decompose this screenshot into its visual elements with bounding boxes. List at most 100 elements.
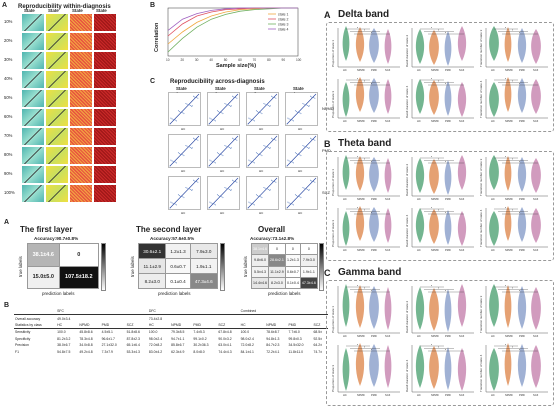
x-tick: 80 [267, 58, 271, 62]
violin-xlabel: PMD [445, 119, 451, 123]
table-row: Precision 38.0±6.7 34.0±8.8 27.1±32.0 65.1±6… [14, 342, 328, 348]
violin-xlabel: HC [491, 393, 495, 397]
cm-cell: 0.6±0.7 [284, 265, 301, 278]
violin [429, 209, 439, 244]
x-axis-label: HC [220, 210, 225, 215]
significance-mark: * [371, 212, 372, 215]
cm-cell: 15.0±5.0 [27, 265, 60, 289]
violin-xlabel: HC [343, 68, 347, 72]
violin-xlabel: NPMD [505, 119, 513, 123]
table-cell: Specificity [15, 336, 31, 341]
significance-mark: * [357, 156, 358, 159]
cm-cell: 5.5±4.3 [251, 265, 269, 278]
violin-xlabel: PMD [445, 197, 451, 201]
significance-mark: * [445, 83, 446, 86]
violin-xlabel: PMD [371, 119, 377, 123]
scatter-plot [207, 92, 240, 126]
scatter-plot [168, 92, 201, 126]
table-cell: HC [147, 321, 171, 330]
row-label: 10% [4, 19, 13, 24]
table-row: Specificity 81.2±3.2 78.3±4.8 96.6±1.7 87.8±… [14, 336, 328, 342]
violin-xlabel: SCZ [459, 119, 465, 123]
first-layer-xlabel: prediction labels [42, 291, 75, 296]
violin-ylabel: Proportion of state 3 [331, 91, 335, 118]
violin-ylabel: Transition number of state 4 [479, 209, 483, 247]
violin-xlabel: HC [343, 197, 347, 201]
cm-cell: 1.2±1.3 [284, 254, 301, 267]
overall-matrix: 38.1±4.6 0 0 0 9.8±6.0 28.6±2.1 1.2±1.3 7.9±3.0… [251, 242, 318, 290]
violin-xlabel: NPMD [505, 334, 513, 338]
violin-xlabel: HC [491, 119, 495, 123]
table-cell [100, 308, 126, 316]
heatmap-cell [94, 166, 116, 183]
x-axis-label: Sample size(%) [216, 63, 257, 69]
heatmap-cell [94, 71, 116, 88]
violin [504, 285, 512, 328]
significance-mark: * [505, 78, 506, 81]
table-cell [78, 315, 100, 322]
violin-xlabel: SCZ [533, 334, 539, 338]
violin-xlabel: SCZ [533, 119, 539, 123]
delta-violins: Proportion of state 1 HC NPMD PMD SCZ * * * Dwel… [331, 26, 548, 123]
violin [369, 207, 379, 242]
violin-xlabel: SCZ [459, 248, 465, 252]
significance-mark: * [505, 285, 506, 288]
violin [342, 348, 350, 391]
significance-mark: * [364, 80, 365, 83]
cm-cell: 47.3±4.6 [189, 273, 219, 289]
heatmap-cell [46, 71, 68, 88]
violin [369, 28, 379, 63]
heatmap-cell [22, 71, 44, 88]
violin [355, 285, 365, 328]
significance-mark: * [438, 209, 439, 212]
scatter-plot [168, 134, 201, 168]
violin-xlabel: HC [417, 334, 421, 338]
violin [444, 160, 452, 195]
significance-mark: * [371, 290, 372, 293]
violin-xlabel: NPMD [505, 68, 513, 72]
table-cell: 79.3±8.5 [171, 330, 185, 335]
table-cell: 49.0±3.4 [57, 316, 71, 321]
table-cell: 62.3±4.9 [171, 349, 185, 354]
table-cell [265, 315, 287, 322]
significance-mark: * [519, 349, 520, 352]
scatter-plot [285, 176, 318, 210]
violin-xlabel: PMD [371, 68, 377, 72]
violin [457, 348, 467, 391]
violin [355, 156, 365, 191]
violin [384, 287, 392, 330]
cm-cell: 0.1±0.4 [165, 273, 191, 289]
table-row: Sensitivity 100.0 45.8±8.6 4.5±5.1 51.8±8.6 1… [14, 329, 328, 336]
table-cell: NPMD [170, 321, 193, 330]
heatmap-cell [94, 52, 116, 69]
significance-mark: * [371, 32, 372, 35]
table-cell [240, 315, 266, 322]
table-cell: 78.6±8.7 [266, 330, 280, 335]
table-cell: F1 [15, 349, 19, 354]
violin [384, 158, 392, 193]
table-cell: 7.4±5.3 [193, 330, 205, 335]
delta-title: Delta band [338, 9, 390, 20]
table-cell: 53.3±4.3 [126, 349, 140, 354]
heatmap-cell [70, 109, 92, 126]
table-cell: 65.1±6.4 [126, 343, 140, 348]
violin-ylabel: Transition number of state 3 [479, 295, 483, 333]
violin [444, 289, 452, 332]
overall-title: Overall [258, 225, 286, 234]
violin-xlabel: SCZ [533, 197, 539, 201]
violin [342, 211, 350, 246]
table-cell: PMD [100, 321, 126, 330]
heatmap-cell [22, 109, 44, 126]
table-cell: 7.7±6.0 [288, 330, 300, 335]
violin-xlabel: SCZ [533, 248, 539, 252]
violin [429, 30, 439, 65]
table-cell: 27.1±32.0 [101, 343, 117, 348]
violin [369, 157, 379, 192]
violin-xlabel: HC [491, 334, 495, 338]
violin-ylabel: Dwell duration of state 4 [405, 85, 409, 118]
violin [415, 208, 425, 243]
x-axis-label: HC [181, 168, 186, 173]
violin-ylabel: Proportion of state 1 [331, 40, 335, 67]
violin-xlabel: NPMD [357, 119, 365, 123]
cm-cell: 1.9±1.1 [299, 265, 318, 278]
